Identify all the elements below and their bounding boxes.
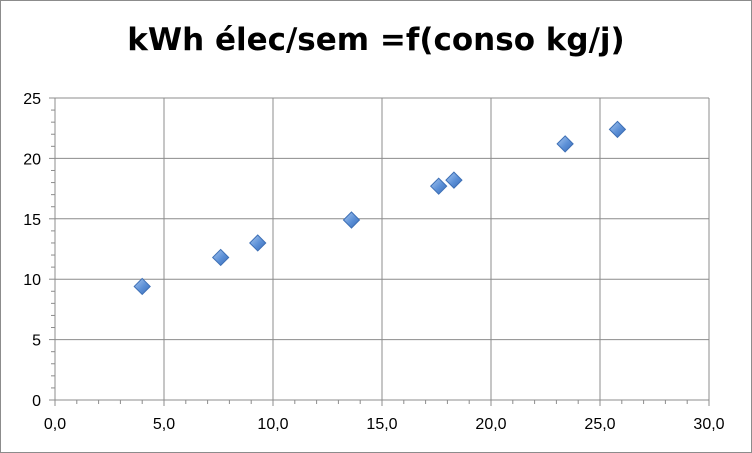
y-tick-label-2: 10 [23, 272, 41, 289]
axes [49, 97, 710, 406]
data-point-3 [342, 211, 361, 229]
data-point-2 [249, 234, 267, 252]
x-tick-label-3: 15,0 [366, 416, 397, 433]
x-tick-label-0: 0,0 [44, 416, 66, 433]
y-tick-label-0: 0 [32, 393, 41, 410]
x-tick-label-6: 30,0 [693, 416, 724, 433]
data-points [133, 120, 627, 296]
y-tick-label-1: 5 [32, 333, 41, 350]
x-tick-label-2: 10,0 [257, 416, 288, 433]
x-tick-label-4: 20,0 [475, 416, 506, 433]
y-tick-label-4: 20 [23, 151, 41, 168]
data-point-7 [608, 120, 627, 139]
data-point-6 [556, 135, 574, 153]
data-point-5 [445, 171, 463, 189]
y-tick-label-3: 15 [23, 212, 41, 229]
data-point-4 [429, 177, 448, 195]
tick-labels: 0 5 10 15 20 25 0,0 5,0 10,0 15,0 20,0 25,0 30,0 [23, 91, 724, 433]
y-tick-label-5: 25 [23, 91, 41, 108]
chart-title: kWh élec/sem =f(conso kg/j) [127, 22, 625, 58]
x-tick-label-1: 5,0 [153, 416, 175, 433]
data-point-1 [211, 248, 230, 267]
grid [55, 97, 710, 400]
x-tick-label-5: 25,0 [584, 416, 615, 433]
data-point-0 [133, 277, 151, 296]
